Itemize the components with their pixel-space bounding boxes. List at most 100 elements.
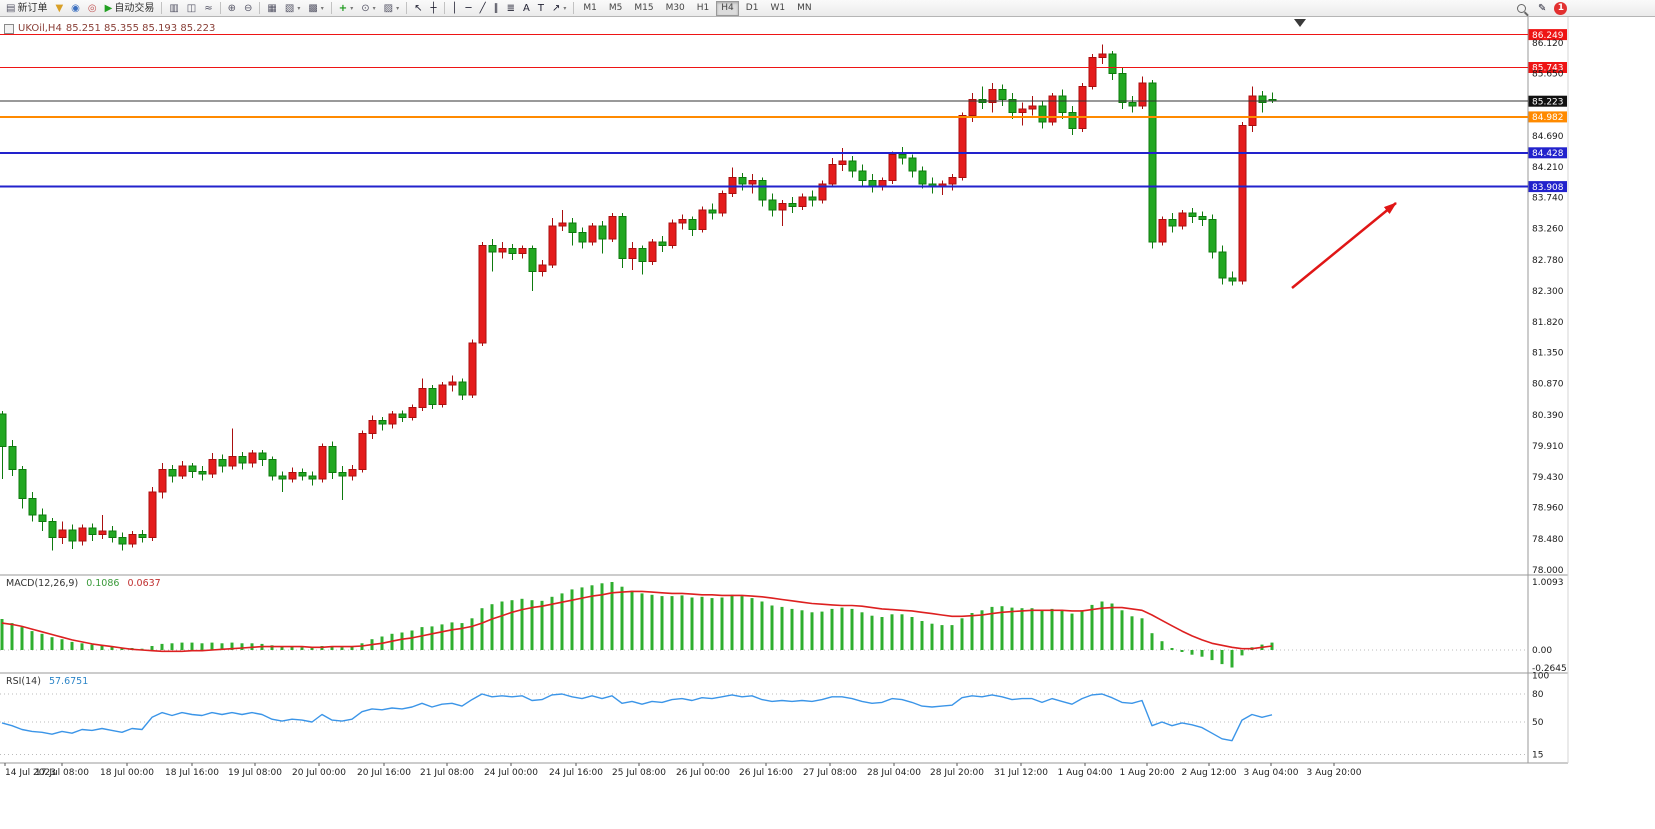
candlestick-chart-icon[interactable]: ◫ [183, 0, 200, 17]
candle-body [628, 248, 637, 259]
resistance-line-lower-badge-label: 85.743 [1532, 64, 1564, 74]
timeframe-m15-button[interactable]: M15 [634, 2, 654, 13]
candle-body [48, 520, 57, 538]
support-line-upper-badge-label: 84.428 [1532, 149, 1564, 159]
rsi-line [1, 693, 1273, 742]
time-label: 3 Aug 04:00 [1244, 768, 1299, 778]
line-chart-icon[interactable]: ≈ [200, 0, 216, 17]
macd-bar [810, 612, 814, 650]
toolbar-right-group: ✎ 1 [1513, 0, 1568, 17]
time-label: 20 Jul 16:00 [357, 768, 411, 778]
timeframe-m1-button[interactable]: M1 [583, 2, 597, 13]
dropdown-caret-icon: ▾ [320, 4, 324, 12]
arrows-icon[interactable]: ↗ ▾ [548, 0, 570, 17]
dropdown-caret-icon: ▾ [563, 4, 567, 12]
community-user-icon[interactable]: ◉ [67, 0, 84, 17]
tile-windows-icon[interactable]: ▦ [263, 0, 280, 17]
macd-bar [170, 643, 174, 650]
new-order-button[interactable]: ▤ 新订单 [2, 0, 51, 17]
candle-body [248, 452, 257, 464]
arrange-windows-icon[interactable]: ▩ ▾ [304, 0, 327, 17]
timeframe-h1-button[interactable]: H1 [696, 2, 710, 13]
notification-badge[interactable]: 1 [1554, 2, 1568, 15]
macd-bar [590, 585, 594, 650]
timeframe-w1-button[interactable]: W1 [770, 2, 786, 13]
cascade-windows-icon[interactable]: ▧ ▾ [281, 0, 304, 17]
candle-body [998, 89, 1007, 100]
candle-body [1078, 86, 1087, 130]
zoom-out-icon[interactable]: ⊖ [240, 0, 256, 17]
macd-bar [770, 605, 774, 650]
new-order-icon: ▤ [6, 2, 16, 14]
trend-arrow-object[interactable] [1291, 202, 1397, 289]
toolbar-separator [259, 2, 261, 14]
search-button[interactable] [1513, 0, 1530, 17]
candle-body [1188, 212, 1197, 217]
timeframe-m5-button[interactable]: M5 [608, 2, 623, 13]
candle-body [728, 176, 737, 195]
macd-bar [1000, 606, 1004, 650]
chart-header: UKOil,H4 85.251 85.355 85.193 85.223 [4, 23, 215, 34]
candle-body [608, 215, 617, 240]
candle-body [1228, 277, 1237, 282]
text-icon[interactable]: A [519, 0, 534, 17]
candle-body [788, 202, 797, 208]
candlestick-series [0, 44, 1277, 551]
bar-chart-icon[interactable]: ▥ [165, 0, 182, 17]
timeframe-m30-button[interactable]: M30 [665, 2, 685, 13]
candle-body [288, 472, 297, 480]
candle-body [1168, 219, 1177, 227]
trendline-icon[interactable]: ╱ [476, 0, 490, 17]
time-label: 28 Jul 04:00 [867, 768, 921, 778]
candle-body [638, 248, 647, 263]
macd-bar [300, 647, 304, 650]
signals-icon[interactable]: ◎ [84, 0, 101, 17]
timeframe-d1-button[interactable]: D1 [745, 2, 759, 13]
crosshair-icon[interactable]: ┼ [426, 0, 440, 17]
toolbar-separator [330, 2, 332, 14]
macd-bar [330, 646, 334, 650]
cursor-icon[interactable]: ↖ [410, 0, 426, 17]
candle-body [568, 222, 577, 234]
timeframe-mn-button[interactable]: MN [797, 2, 812, 13]
timeframe-h4-button[interactable]: H4 [716, 0, 739, 16]
candle-body [858, 170, 867, 182]
candle-body [468, 342, 477, 396]
macd-bar [230, 642, 234, 650]
candle-body [18, 468, 27, 500]
candle-body [338, 472, 347, 477]
candle-body [388, 413, 397, 425]
fibonacci-icon[interactable]: ≣ [503, 0, 519, 17]
macd-bar [720, 597, 724, 650]
candle-body [128, 533, 137, 545]
indicators-icon: + [338, 2, 348, 14]
candle-body [758, 180, 767, 201]
templates-icon[interactable]: ▨ ▾ [380, 0, 403, 17]
candle-body [448, 381, 457, 386]
macd-bar [20, 627, 24, 650]
funnel-icon[interactable]: ▼ [51, 0, 67, 17]
candle-body [378, 420, 387, 425]
macd-bar [1170, 648, 1174, 650]
candle-body [908, 157, 917, 172]
text-label-icon[interactable]: T [534, 0, 548, 17]
equidistant-channel-icon[interactable]: ∥ [490, 0, 503, 17]
edit-button[interactable]: ✎ [1534, 0, 1550, 17]
time-label: 24 Jul 16:00 [549, 768, 603, 778]
candle-body [968, 99, 977, 117]
candle-body [28, 498, 37, 516]
macd-bar [900, 614, 904, 650]
macd-bar [1130, 616, 1134, 650]
horizontal-line-icon[interactable]: ─ [462, 0, 476, 17]
vertical-line-icon[interactable]: │ [448, 0, 462, 17]
rsi-scale-label: 15 [1532, 751, 1543, 761]
macd-bar [970, 613, 974, 650]
zoom-in-icon[interactable]: ⊕ [224, 0, 240, 17]
candle-body [898, 154, 907, 159]
macd-bar [1240, 650, 1244, 656]
periods-icon[interactable]: ⊙ ▾ [357, 0, 379, 17]
macd-bar [1100, 601, 1104, 650]
indicators-icon[interactable]: + ▾ [335, 0, 357, 17]
autotrading-button[interactable]: ▶ 自动交易 [101, 0, 159, 17]
